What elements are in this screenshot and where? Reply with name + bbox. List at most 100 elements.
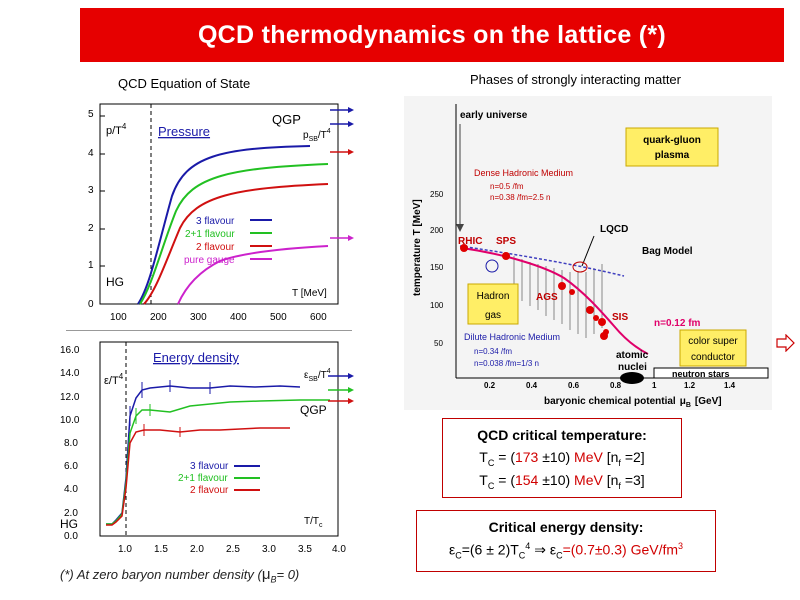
energy-xticks: 1.0 1.5 2.0 2.5 3.0 3.5 4.0 [118, 544, 346, 555]
svg-text:nuclei: nuclei [618, 362, 647, 373]
energy-sb-arrows [328, 373, 354, 404]
svg-text:50: 50 [434, 339, 443, 348]
curve-2p1-flavour [139, 163, 329, 305]
xtick-400: 400 [230, 312, 247, 323]
pressure-legend: 3 flavour 2+1 flavour 2 flavour pure gau… [184, 216, 272, 266]
xtick-500: 500 [270, 312, 287, 323]
left-caption: QCD Equation of State [118, 76, 251, 91]
hadron-gas-box [467, 283, 519, 325]
right-caption: Phases of strongly interacting matter [470, 72, 681, 87]
svg-text:10.0: 10.0 [60, 415, 80, 426]
svg-text:1.4: 1.4 [724, 381, 736, 390]
pressure-ylabel: p/T4 [106, 122, 127, 137]
svg-text:16.0: 16.0 [60, 345, 80, 356]
svg-text:gas: gas [485, 310, 501, 321]
phase-xlabel: baryonic chemical potential μB [GeV] [544, 396, 722, 409]
svg-text:2.0: 2.0 [190, 544, 204, 555]
curve-3-flavour [137, 145, 311, 305]
ec-formula: εC=(6 ± 2)TC4 ⇒ εC=(0.7±0.3) GeV/fm3 [448, 541, 684, 561]
pressure-xlabel: T [MeV] [292, 288, 327, 299]
svg-text:n=0.038 /fm=1/3 n: n=0.038 /fm=1/3 n [474, 359, 539, 368]
energy-2p1f-curve [106, 399, 330, 525]
energy-legend: 3 flavour 2+1 flavour 2 flavour [178, 461, 260, 496]
energy-sb-label: εSB/T4 [304, 368, 331, 383]
svg-text:3.5: 3.5 [298, 544, 312, 555]
tc-box: QCD critical temperature: TC = (173 ±10)… [442, 418, 682, 498]
pressure-xticks: 100 200 300 400 500 600 [110, 312, 327, 323]
svg-text:0.8: 0.8 [610, 381, 622, 390]
svg-text:3.0: 3.0 [262, 544, 276, 555]
legend-pg: pure gauge [184, 255, 235, 266]
energy-2f-curve [106, 427, 290, 526]
svg-text:8.0: 8.0 [64, 438, 78, 449]
svg-text:14.0: 14.0 [60, 368, 80, 379]
hollow-arrow-icon [776, 334, 795, 352]
energy-error-bars [129, 380, 211, 437]
ytick-0: 0 [88, 299, 94, 310]
dilute-title: Dilute Hadronic Medium [464, 332, 560, 342]
svg-text:12.0: 12.0 [60, 392, 80, 403]
legend-2f: 2 flavour [196, 242, 235, 253]
energy-plot: 0.0 2.0 4.0 6.0 8.0 10.0 12.0 14.0 16.0 … [60, 341, 354, 555]
pressure-hg: HG [106, 275, 124, 289]
sb-arrows [330, 107, 354, 241]
energy-hg: HG [60, 517, 78, 531]
xtick-200: 200 [150, 312, 167, 323]
svg-text:0.6: 0.6 [568, 381, 580, 390]
curve-pure-gauge [177, 245, 329, 305]
svg-text:n=0.34 /fm: n=0.34 /fm [474, 347, 512, 356]
pressure-qgp: QGP [272, 112, 301, 127]
tc-title: QCD critical temperature: [477, 427, 647, 443]
tc-line-2: TC = (154 ±10) MeV [nf =3] [479, 471, 645, 491]
pressure-plot: 0 1 2 3 4 5 100 200 300 400 500 600 p/T4… [88, 103, 354, 323]
neutron-stars-band [653, 367, 769, 379]
title-bar: QCD thermodynamics on the lattice (*) [80, 8, 784, 62]
tc-line-1: TC = (173 ±10) MeV [nf =2] [479, 449, 645, 468]
svg-text:conductor: conductor [691, 352, 736, 363]
nb-label: n=0.12 fm [654, 318, 701, 329]
ec-title: Critical energy density: [488, 519, 644, 535]
svg-text:200: 200 [430, 226, 444, 235]
freezeout-curve [461, 247, 649, 355]
energy-ylabel: ε/T4 [104, 372, 124, 387]
pressure-title: Pressure [158, 124, 210, 139]
legend-3f: 3 flavour [196, 216, 235, 227]
rhic-label: RHIC [458, 236, 482, 247]
svg-text:3 flavour: 3 flavour [190, 461, 229, 472]
svg-text:1: 1 [652, 381, 657, 390]
atomic-label: atomic [616, 350, 649, 361]
early-universe-label: early universe [460, 110, 528, 121]
sps-label: SPS [496, 236, 516, 247]
svg-text:100: 100 [430, 301, 444, 310]
energy-title: Energy density [153, 350, 239, 365]
svg-text:color super: color super [688, 336, 738, 347]
hadron-gas-marker [485, 259, 499, 273]
xtick-600: 600 [310, 312, 327, 323]
svg-text:2.5: 2.5 [226, 544, 240, 555]
curve-2-flavour [143, 183, 329, 305]
svg-text:4.0: 4.0 [332, 544, 346, 555]
svg-text:0.0: 0.0 [64, 531, 78, 542]
pressure-frame [99, 103, 339, 305]
energy-xlabel: T/Tc [304, 516, 323, 529]
slide-title: QCD thermodynamics on the lattice (*) [197, 20, 667, 49]
pressure-yticks: 0 1 2 3 4 5 [88, 109, 94, 310]
svg-text:n=0.5 /fm: n=0.5 /fm [490, 182, 524, 191]
ytick-5: 5 [88, 109, 94, 120]
pressure-sb-label: pSB/T4 [303, 128, 331, 143]
phase-diagram: early universe quark-gluon plasma Dense … [404, 96, 772, 410]
svg-text:1.2: 1.2 [684, 381, 696, 390]
ags-label: AGS [536, 292, 558, 303]
sis-label: SIS [612, 312, 628, 323]
phase-data-points [460, 244, 609, 340]
svg-text:0.4: 0.4 [526, 381, 538, 390]
ytick-4: 4 [88, 148, 94, 159]
ytick-3: 3 [88, 185, 94, 196]
svg-text:0.2: 0.2 [484, 381, 496, 390]
svg-text:4.0: 4.0 [64, 484, 78, 495]
svg-text:neutron stars: neutron stars [672, 369, 730, 379]
svg-text:n=0.38 /fm=2.5 n: n=0.38 /fm=2.5 n [490, 193, 551, 202]
svg-text:plasma: plasma [655, 150, 690, 161]
phase-xticks: 0.2 0.4 0.6 0.8 1 1.2 1.4 [484, 381, 736, 390]
xtick-300: 300 [190, 312, 207, 323]
